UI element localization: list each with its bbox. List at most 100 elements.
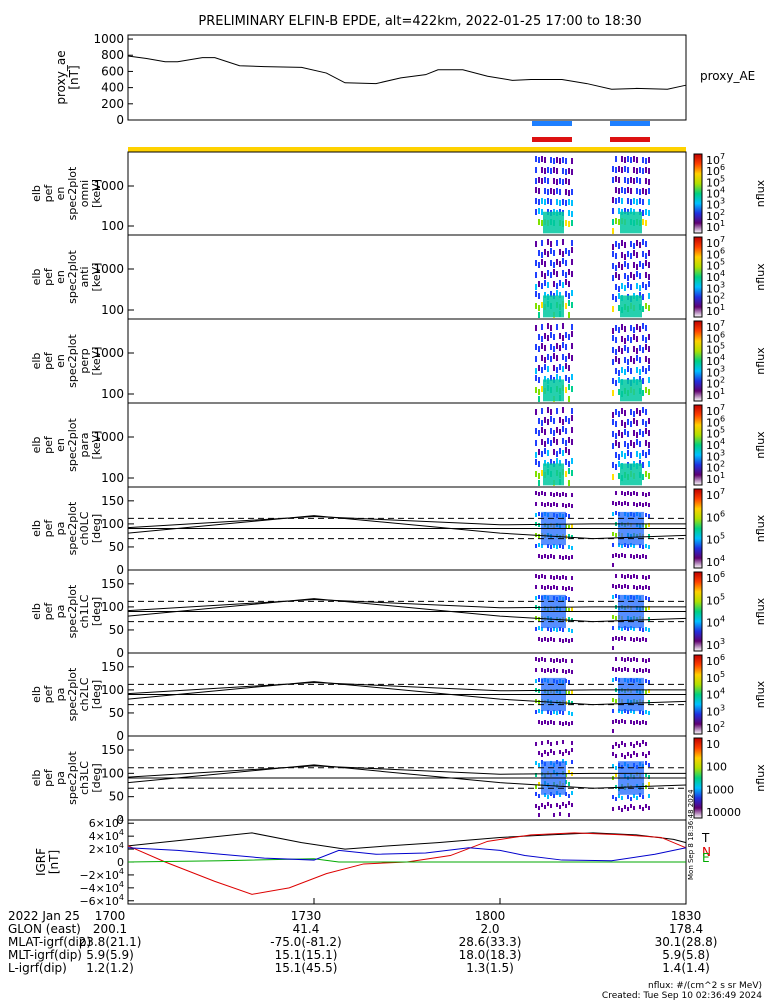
spectrogram-cell	[538, 512, 540, 516]
spectrogram-cell	[648, 689, 650, 693]
spectrogram-cell	[624, 273, 626, 279]
spectrogram-cell	[621, 636, 623, 640]
spectrogram-cell	[547, 167, 549, 173]
spectrogram-fill	[543, 463, 564, 486]
spectrogram-cell	[541, 753, 543, 757]
spectrogram-cell	[547, 544, 549, 548]
spectrogram-cell	[562, 258, 564, 264]
spectrogram-cell	[612, 637, 614, 641]
spectrogram-cell	[544, 376, 546, 382]
spectrogram-cell	[538, 219, 540, 225]
spectrogram-cell	[627, 366, 629, 372]
spectrogram-cell	[615, 440, 617, 446]
spectrogram-cell	[618, 389, 620, 395]
spectrogram-cell	[571, 240, 573, 246]
spectrogram-cell	[535, 368, 537, 374]
spectrogram-cell	[627, 167, 629, 173]
spectrogram-cell	[559, 555, 561, 559]
spectrogram-cell	[642, 251, 644, 257]
spectrogram-cell	[633, 744, 635, 748]
spectrogram-cell	[565, 169, 567, 175]
spectrogram-cell	[627, 156, 629, 162]
spectrogram-cell	[648, 358, 650, 364]
spectrogram-cell	[547, 740, 549, 744]
spectrogram-cell	[621, 585, 623, 589]
colorbar-tick-exponent: 2	[720, 376, 725, 385]
spectrogram-cell	[535, 574, 537, 578]
spectrogram-cell	[547, 239, 549, 245]
spectrogram-cell	[541, 355, 543, 361]
spectrogram-cell	[639, 198, 641, 204]
colorbar-tick-label: 10000	[706, 806, 741, 819]
spectrogram-cell	[553, 555, 555, 559]
y-tick-label: −6×104	[79, 893, 124, 908]
colorbar-tick-exponent: 4	[720, 687, 725, 696]
y-tick-label: 150	[101, 577, 124, 591]
spectrogram-cell	[615, 699, 617, 703]
spectrogram-cell	[559, 460, 561, 466]
spectrogram-cell	[639, 544, 641, 548]
spectrogram-fill	[620, 295, 642, 318]
spectrogram-cell	[636, 157, 638, 163]
spectrogram-cell	[568, 680, 570, 684]
colorbar-label: nflux	[754, 597, 767, 625]
spectrogram-cell	[648, 700, 650, 704]
spectrogram-cell	[538, 751, 540, 755]
ephemeris-value: 15.1(45.5)	[275, 961, 338, 975]
spectrogram-cell	[642, 637, 644, 641]
y-label: spec2plot	[66, 501, 79, 555]
colorbar-tick-exponent: 7	[720, 152, 725, 161]
red-bar	[610, 137, 650, 142]
colorbar-tick-exponent: 4	[720, 186, 725, 195]
spectrogram-cell	[568, 269, 570, 275]
spectrogram-cell	[642, 474, 644, 480]
spectrogram-cell	[562, 711, 564, 715]
loss-cone-curve	[127, 599, 686, 612]
y-tick-label: 100	[101, 387, 124, 401]
spectrogram-cell	[645, 659, 647, 663]
spectrogram-cell	[645, 638, 647, 642]
spectrogram-cell	[571, 629, 573, 633]
spectrogram-cell	[624, 369, 626, 375]
spectrogram-cell	[571, 670, 573, 674]
colorbar-tick-exponent: 1	[720, 387, 725, 396]
spectrogram-cell	[535, 785, 537, 789]
spectrogram-cell	[612, 646, 614, 650]
spectrogram-cell	[645, 253, 647, 259]
spectrogram-cell	[615, 433, 617, 439]
spectrogram-cell	[559, 200, 561, 206]
y-label: pef	[42, 602, 55, 621]
y-tick-label: 0	[116, 729, 124, 743]
spectrogram-cell	[538, 480, 540, 486]
spectrogram-cell	[535, 773, 537, 777]
spectrogram-cell	[642, 740, 644, 744]
colorbar-tick-label: 105	[706, 592, 725, 607]
spectrogram-cell	[559, 721, 561, 725]
spectrogram-cell	[615, 452, 617, 458]
spectrogram-cell	[612, 563, 614, 567]
spectrogram-cell	[538, 606, 540, 610]
spectrogram-cell	[639, 261, 641, 267]
spectrogram-cell	[618, 243, 620, 249]
spectrogram-cell	[624, 441, 626, 447]
ephemeris-value: 23.8(21.1)	[79, 935, 142, 949]
spectrogram-cell	[636, 324, 638, 330]
spectrogram-cell	[648, 503, 650, 507]
spectrogram-cell	[535, 657, 537, 661]
spectrogram-cell	[648, 274, 650, 280]
spectrogram-cell	[547, 407, 549, 413]
spectrogram-cell	[541, 668, 543, 672]
spectrogram-cell	[618, 430, 620, 436]
spectrogram-cell	[633, 555, 635, 559]
spectrogram-cell	[538, 208, 540, 214]
spectrogram-cell	[642, 239, 644, 245]
spectrogram-cell	[624, 554, 626, 558]
spectrogram-cell	[559, 158, 561, 164]
spectrogram-cell	[550, 658, 552, 662]
spectrogram-cell	[565, 416, 567, 422]
spectrogram-cell	[562, 438, 564, 444]
spectrogram-cell	[565, 576, 567, 580]
spectrogram-fill	[543, 211, 564, 234]
spectrogram-cell	[553, 281, 555, 287]
spectrogram-cell	[538, 709, 540, 713]
